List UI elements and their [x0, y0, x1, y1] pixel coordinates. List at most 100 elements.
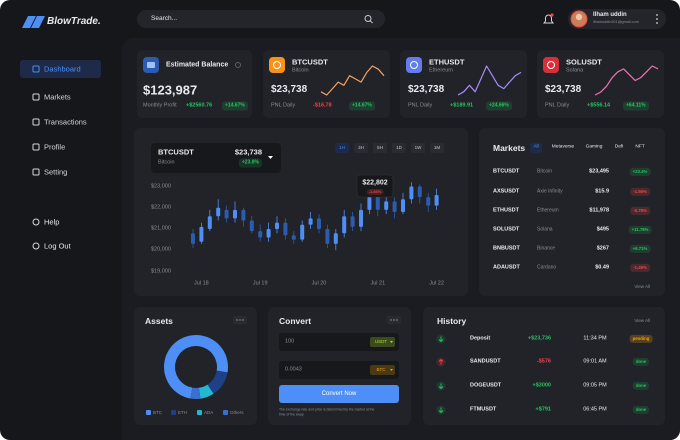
candle-body [434, 195, 439, 206]
convert-button-label[interactable]: Convert Now [321, 391, 357, 397]
chart-title: BTCUSDT [158, 147, 194, 157]
timeframe-label[interactable]: 1M [433, 144, 441, 150]
convert-title: Convert [279, 315, 312, 326]
market-name: Solana [537, 226, 553, 233]
ticker-price: $23,738 [271, 84, 308, 95]
market-price: $23,495 [589, 168, 609, 175]
legend-swatch [197, 410, 202, 415]
chart-change: +23.8% [238, 158, 262, 168]
history-amount: +$23,736 [527, 335, 551, 342]
convert-note: time of the swap [279, 412, 304, 417]
history-view-all[interactable]: View All [634, 317, 650, 323]
ticker-change: +64.11% [623, 101, 649, 111]
history-name: FTMUSDT [470, 406, 497, 413]
amount-value: 0.0043 [285, 366, 302, 373]
timeframe-button[interactable] [354, 143, 368, 153]
market-tab[interactable]: All [533, 144, 539, 150]
timeframe-button[interactable] [430, 143, 444, 153]
nav-item[interactable]: Log Out [44, 241, 71, 251]
market-price: $11,978 [589, 207, 609, 214]
search-box[interactable] [137, 10, 385, 28]
nav-active-bg [20, 60, 101, 78]
amount-input[interactable] [279, 361, 399, 379]
nav-icon [32, 65, 40, 73]
y-tick-label: $21,000 [151, 225, 171, 232]
candle-body [241, 209, 246, 221]
history-card [423, 307, 665, 425]
market-price: $495 [596, 226, 609, 233]
ticker-symbol: BTCUSDT [292, 57, 328, 67]
ticker-name: Bitcoin [292, 67, 309, 74]
timeframe-label[interactable]: 3H [358, 144, 364, 150]
ticker-card [537, 50, 664, 118]
ticker-symbol: SOLUSDT [566, 57, 602, 67]
timeframe-button[interactable] [335, 143, 349, 153]
nav-icon [32, 242, 40, 250]
bell-dot [550, 13, 554, 17]
convert-button[interactable] [279, 385, 399, 403]
ticker-icon [406, 57, 422, 73]
ticker-pnl-label: PNL Daily [271, 102, 296, 109]
ticker-icon [543, 57, 559, 73]
timeframe-label[interactable]: 1W [414, 144, 422, 150]
market-tab[interactable]: Defi [614, 144, 624, 150]
currency-select[interactable] [370, 365, 395, 375]
currency-caret [390, 369, 393, 371]
candle-body [367, 197, 372, 210]
amount-input[interactable] [279, 333, 399, 351]
dropdown-arrow [268, 156, 273, 159]
card-menu-dot [236, 319, 238, 321]
tab-active-bg [530, 143, 542, 153]
x-tick-label: Jul 18 [194, 280, 209, 287]
market-change: -1.49% [630, 263, 650, 273]
candle-body [375, 197, 380, 210]
chart-header-box [151, 143, 281, 173]
x-tick-label: Jul 19 [252, 280, 268, 287]
markets-card [479, 128, 665, 296]
ticker-price: $23,738 [408, 84, 445, 95]
timeframe-button[interactable] [373, 143, 387, 153]
nav-item[interactable]: Profile [44, 142, 66, 152]
timeframe-button[interactable] [411, 143, 425, 153]
market-name: Ethereum [537, 207, 559, 214]
nav-item[interactable]: Help [44, 217, 60, 227]
ticker-icon-glyph [273, 61, 281, 69]
timeframe-label[interactable]: 5H [377, 144, 383, 150]
legend-swatch [146, 410, 151, 415]
y-tick-label: $20,000 [151, 246, 171, 253]
search-placeholder: Search... [151, 14, 178, 22]
markets-view-all[interactable]: View All [634, 283, 650, 289]
candle-body [283, 222, 288, 236]
candle-body [191, 233, 195, 244]
timeframe-label[interactable]: 1H [339, 144, 345, 150]
history-name: Deposit [470, 335, 491, 342]
tooltip-price: $22,802 [362, 179, 388, 187]
market-price: $267 [596, 245, 609, 252]
ticker-pnl-label: PNL Daily [408, 102, 433, 109]
currency-label[interactable]: BTC [376, 366, 386, 372]
market-tab[interactable]: NFT [635, 144, 645, 150]
currency-select[interactable] [370, 337, 395, 347]
market-name: Bitcoin [537, 168, 553, 175]
currency-label[interactable]: USDT [374, 338, 388, 344]
bell-icon[interactable] [543, 14, 554, 24]
nav-item[interactable]: Dashboard [44, 64, 81, 74]
nav-item[interactable]: Transactions [44, 117, 87, 127]
market-name: Binance [537, 245, 556, 252]
timeframe-label[interactable]: 1D [396, 144, 402, 150]
timeframe-button[interactable] [392, 143, 406, 153]
assets-title: Assets [145, 315, 173, 326]
candle-body [291, 235, 296, 240]
nav-item[interactable]: Setting [44, 167, 68, 177]
balance-icon-inner [147, 62, 155, 68]
market-tab[interactable]: Metaverse [551, 144, 575, 150]
candle-body [333, 233, 338, 244]
market-tab[interactable]: Gaming [585, 144, 603, 150]
eye-icon [235, 62, 241, 68]
candle-body [199, 226, 204, 242]
sparkline [457, 65, 522, 96]
market-symbol: SOLUSDT [493, 226, 520, 233]
x-tick-label: Jul 20 [311, 280, 327, 287]
nav-item[interactable]: Markets [44, 92, 71, 102]
candle-body [325, 229, 330, 244]
